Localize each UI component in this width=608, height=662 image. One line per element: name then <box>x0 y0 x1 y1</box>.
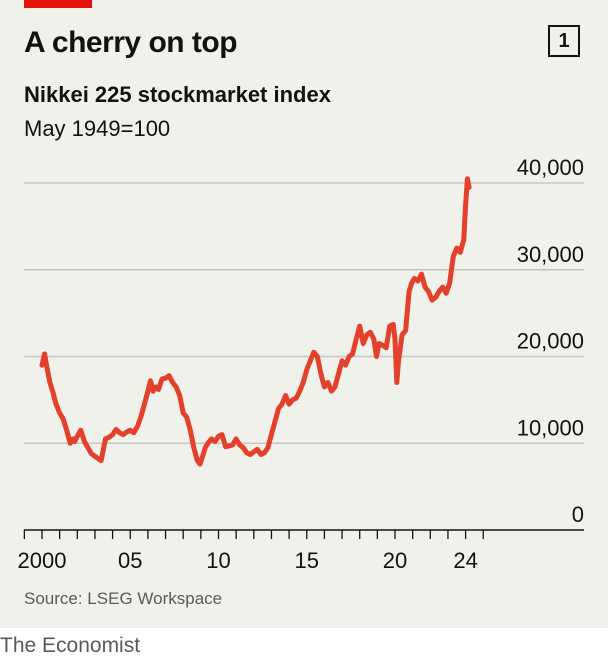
chart-card: A cherry on top 1 Nikkei 225 stockmarket… <box>0 0 608 628</box>
y-tick-label: 10,000 <box>517 415 584 440</box>
chart-unit-note: May 1949=100 <box>24 116 171 141</box>
x-tick-label: 24 <box>453 548 477 573</box>
publisher-credit: The Economist <box>0 634 141 657</box>
brand-red-tag <box>24 0 92 8</box>
y-tick-labels: 0 10,000 20,000 30,000 40,000 <box>517 155 584 527</box>
x-axis <box>23 529 584 539</box>
x-tick-label: 05 <box>118 548 142 573</box>
source-note: Source: LSEG Workspace <box>24 589 223 608</box>
chart-number-badge: 1 <box>548 25 580 57</box>
chart-subtitle: Nikkei 225 stockmarket index <box>24 82 331 107</box>
y-tick-label: 0 <box>572 502 584 527</box>
series-line <box>39 176 472 467</box>
chart-title: A cherry on top <box>24 26 238 59</box>
y-tick-label: 40,000 <box>517 155 584 180</box>
x-tick-label: 20 <box>383 548 407 573</box>
x-tick-labels: 2000 05 10 15 20 24 <box>18 548 478 573</box>
x-tick-label: 2000 <box>18 548 67 573</box>
y-tick-label: 30,000 <box>517 242 584 267</box>
x-tick-label: 15 <box>295 548 319 573</box>
x-tick-label: 10 <box>206 548 230 573</box>
series-layer <box>39 176 472 467</box>
line-chart: 0 10,000 20,000 30,000 40,000 2000 05 10 15 20 24 <box>18 155 584 573</box>
y-tick-label: 20,000 <box>517 329 584 354</box>
gridlines <box>24 182 584 444</box>
